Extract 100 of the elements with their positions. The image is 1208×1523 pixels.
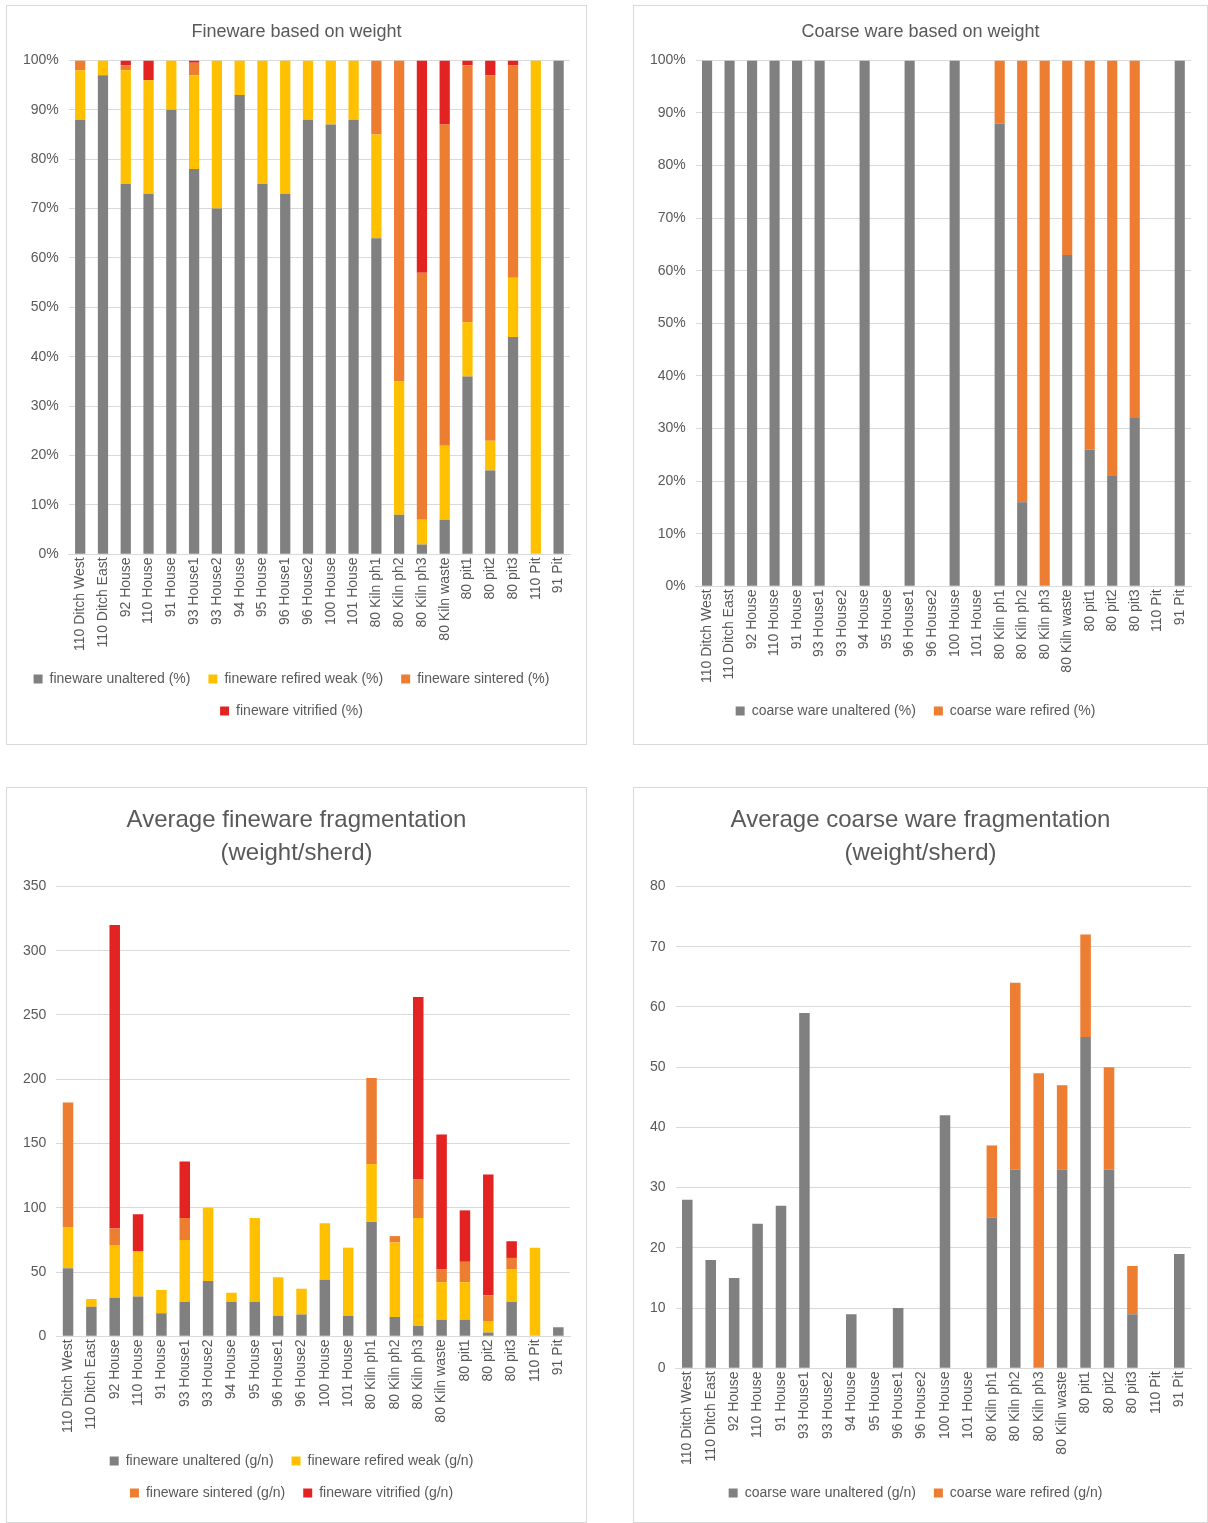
bar — [234, 60, 245, 95]
bar — [1062, 60, 1073, 256]
bar — [179, 1239, 191, 1302]
bar — [394, 60, 405, 382]
bar — [371, 134, 382, 239]
bar — [1107, 475, 1118, 586]
y-tick-label: 70 — [649, 937, 666, 954]
x-tick-label: 95 House — [877, 589, 894, 650]
bar — [62, 1268, 74, 1336]
y-tick-label: 0 — [657, 1359, 666, 1376]
y-tick-label: 50% — [30, 298, 59, 315]
bar — [62, 1227, 74, 1269]
y-tick-label: 10% — [30, 495, 59, 512]
bar — [97, 60, 109, 76]
bar — [75, 70, 86, 120]
bar — [416, 519, 428, 545]
legend-label: coarse ware refired (%) — [949, 701, 1096, 718]
bar — [986, 1145, 998, 1218]
x-tick-label: 93 House1 — [795, 1371, 812, 1440]
bar — [506, 1257, 517, 1270]
legend-label: fineware vitrified (g/n) — [319, 1483, 454, 1500]
bar — [483, 1295, 494, 1321]
bar — [389, 1317, 401, 1336]
bar — [342, 1315, 354, 1336]
bar — [319, 1223, 331, 1280]
bar — [412, 1326, 424, 1336]
x-tick-label: 101 House — [339, 1339, 356, 1408]
bar — [1080, 1037, 1091, 1368]
bar — [296, 1288, 307, 1315]
y-tick-label: 60 — [649, 997, 666, 1014]
bar — [249, 1301, 261, 1336]
bar — [226, 1301, 237, 1336]
bar — [302, 119, 314, 554]
x-tick-label: 110 Pit — [526, 557, 543, 600]
bar — [485, 470, 496, 554]
bar — [846, 1314, 857, 1368]
bar — [143, 80, 154, 194]
bar — [226, 1292, 237, 1302]
x-tick-label: 93 House2 — [818, 1371, 835, 1440]
x-tick-label: 80 pit1 — [1076, 1371, 1093, 1414]
bar — [109, 1228, 120, 1246]
x-tick-label: 80 pit1 — [458, 557, 475, 600]
bar — [775, 1205, 787, 1368]
x-tick-label: 96 House1 — [269, 1339, 286, 1408]
x-tick-label: 110 Ditch East — [701, 1371, 718, 1462]
y-tick-label: 30% — [657, 419, 686, 436]
y-tick-label: 350 — [23, 877, 47, 894]
chart-title: Coarse ware based on weight — [800, 20, 1041, 42]
x-tick-label: 91 Pit — [1170, 1371, 1187, 1408]
bar — [1010, 982, 1021, 1170]
y-tick-label: 50 — [30, 1262, 47, 1279]
bar — [325, 60, 336, 125]
bar — [416, 60, 428, 273]
x-tick-label: 80 pit3 — [502, 1339, 519, 1382]
bar — [506, 1269, 517, 1302]
x-tick-label: 91 House — [787, 589, 804, 650]
x-tick-label: 101 House — [344, 557, 361, 626]
bar — [530, 60, 541, 554]
y-tick-label: 250 — [23, 1005, 47, 1022]
bar — [1056, 1085, 1068, 1170]
x-tick-label: 94 House — [222, 1339, 239, 1400]
bar — [994, 123, 1005, 586]
y-tick-label: 90% — [657, 103, 686, 120]
x-tick-label: 80 Kiln ph2 — [390, 557, 406, 628]
x-tick-label: 93 House1 — [184, 557, 201, 626]
bar — [389, 1242, 401, 1318]
x-tick-label: 92 House — [116, 557, 133, 618]
bar — [1084, 449, 1095, 586]
y-tick-label: 50 — [649, 1058, 666, 1074]
bar — [62, 1102, 74, 1228]
bar — [1084, 60, 1095, 450]
bar — [1127, 1265, 1138, 1315]
bar — [202, 1207, 214, 1282]
bar — [752, 1223, 763, 1368]
legend-label: coarse ware refired (g/n) — [949, 1483, 1103, 1500]
x-tick-label: 80 Kiln ph3 — [1035, 589, 1052, 660]
bar — [156, 1313, 167, 1336]
bar — [439, 60, 450, 125]
y-tick-label: 30 — [649, 1178, 666, 1195]
bar — [211, 208, 223, 554]
x-tick-label: 80 Kiln waste — [435, 557, 452, 641]
x-tick-label: 80 Kiln ph2 — [385, 1339, 402, 1410]
bar — [166, 60, 177, 110]
bar — [412, 1218, 424, 1327]
bar — [366, 1077, 377, 1165]
legend-label: fineware refired weak (g/n) — [307, 1451, 474, 1468]
legend-label: fineware unaltered (g/n) — [125, 1451, 274, 1468]
bar — [439, 445, 450, 520]
bar — [507, 277, 519, 338]
bar — [325, 124, 336, 554]
bar — [319, 1279, 331, 1336]
bar — [436, 1134, 447, 1270]
x-tick-label: 96 House1 — [889, 1371, 905, 1440]
bar — [143, 60, 154, 81]
bar — [143, 193, 154, 554]
x-tick-label: 80 Kiln ph1 — [367, 557, 384, 628]
bar — [506, 1241, 517, 1258]
x-tick-label: 95 House — [865, 1371, 882, 1432]
bar — [439, 124, 450, 446]
x-tick-label: 80 Kiln ph3 — [409, 1339, 426, 1410]
